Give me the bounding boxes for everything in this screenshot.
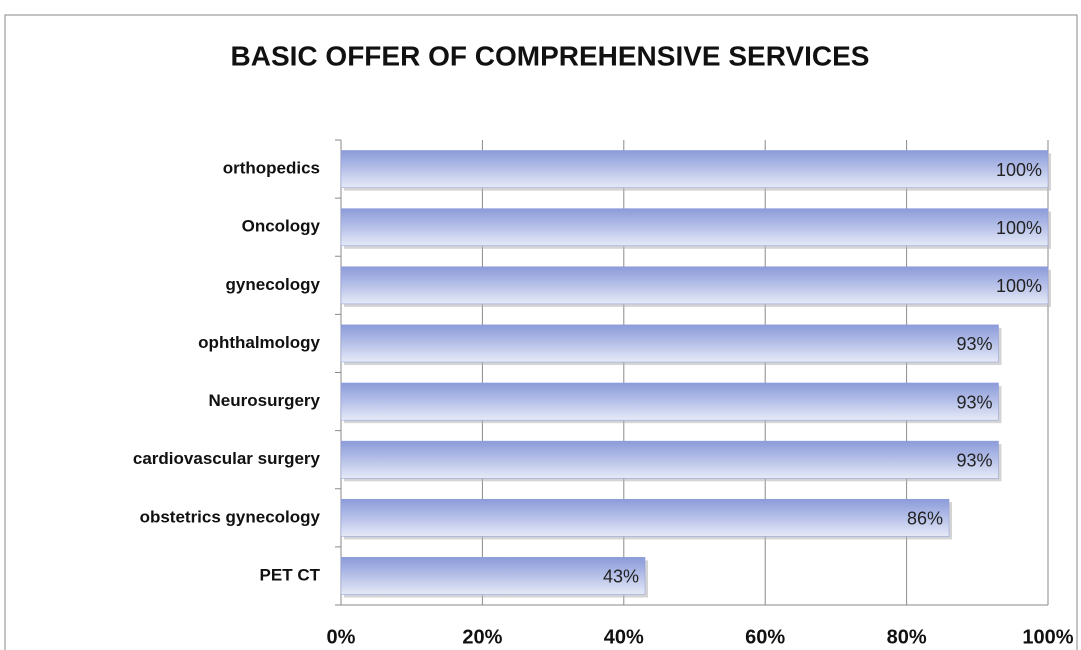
x-tick-label: 60% — [745, 626, 785, 648]
x-tick-label: 100% — [1022, 626, 1073, 648]
value-label: 100% — [996, 218, 1042, 238]
y-tick-label: Neurosurgery — [209, 391, 321, 410]
chart-title: BASIC OFFER OF COMPREHENSIVE SERVICES — [231, 40, 870, 71]
value-label: 43% — [603, 567, 639, 587]
bar — [340, 557, 646, 595]
bar — [340, 382, 999, 421]
value-label: 93% — [956, 334, 992, 354]
y-tick-label: PET CT — [260, 565, 321, 584]
y-tick-label: obstetrics gynecology — [140, 507, 321, 526]
y-tick-label: gynecology — [226, 275, 321, 294]
x-tick-label: 0% — [327, 626, 356, 648]
bar — [340, 324, 999, 363]
bar — [340, 498, 950, 537]
bar — [340, 440, 999, 479]
bar — [340, 208, 1049, 247]
bar — [340, 150, 1049, 188]
bar — [340, 266, 1049, 305]
x-tick-label: 40% — [604, 626, 644, 648]
value-label: 93% — [956, 392, 992, 412]
value-label: 93% — [956, 450, 992, 470]
value-label: 100% — [996, 160, 1042, 180]
x-tick-label: 80% — [887, 626, 927, 648]
frame — [4, 14, 1078, 650]
value-label: 100% — [996, 276, 1042, 296]
x-tick-label: 20% — [462, 626, 502, 648]
y-tick-label: ophthalmology — [198, 333, 320, 352]
y-tick-label: cardiovascular surgery — [133, 449, 321, 468]
y-tick-label: orthopedics — [223, 159, 320, 178]
y-tick-label: Oncology — [242, 217, 321, 236]
value-label: 86% — [907, 509, 943, 529]
